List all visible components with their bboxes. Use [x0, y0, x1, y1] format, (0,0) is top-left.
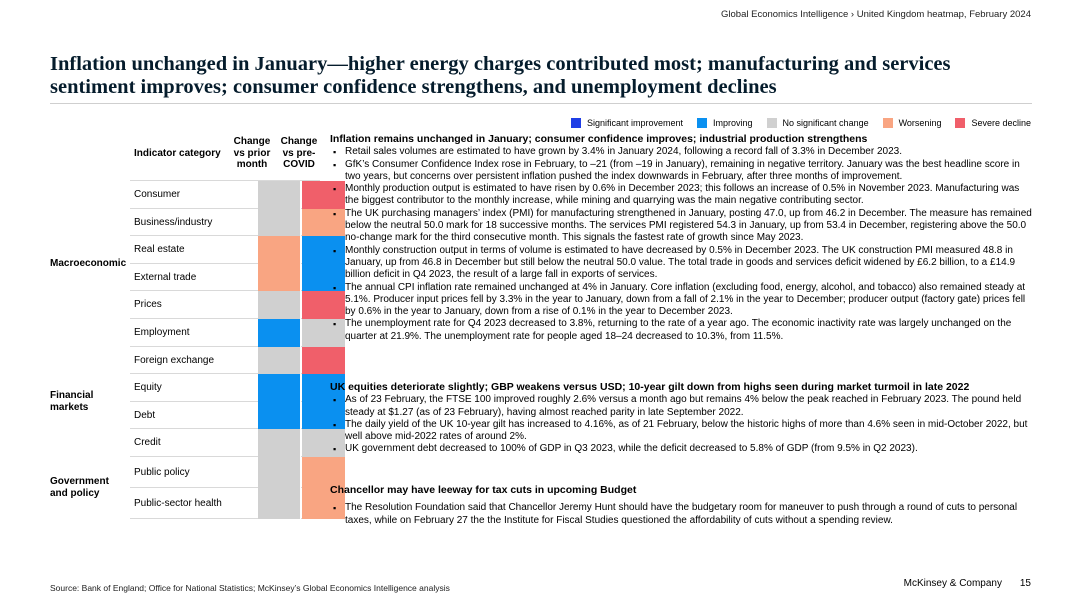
list-item: The Resolution Foundation said that Chan…: [330, 502, 1032, 527]
legend-label: Significant improvement: [586, 118, 684, 128]
commentary: Inflation remains unchanged in January; …: [330, 133, 1032, 526]
section-heading: UK equities deteriorate slightly; GBP we…: [330, 381, 970, 393]
cell-prior-month: [258, 401, 301, 430]
section-heading: Inflation remains unchanged in January; …: [330, 133, 868, 145]
cell-prior-month: [258, 346, 301, 375]
table-row: Debt: [130, 401, 346, 430]
table-row: Real estate: [130, 236, 346, 264]
cell-prior-month: [258, 208, 301, 237]
table-row: Public policy: [130, 457, 346, 488]
section-markets: UK equities deteriorate slightly; GBP we…: [330, 381, 1032, 456]
list-item: UK government debt decreased to 100% of …: [330, 443, 1032, 456]
legend-swatch: [570, 118, 581, 128]
row-label: Prices: [134, 299, 162, 311]
row-label: Employment: [134, 327, 190, 338]
group-macroeconomic: Macroeconomic: [50, 258, 127, 269]
cell-pre-covid: [302, 346, 346, 375]
section-inflation: Inflation remains unchanged in January; …: [330, 133, 1032, 343]
list-item: The unemployment rate for Q4 2023 decrea…: [330, 318, 1032, 343]
cell-prior-month: [258, 291, 301, 319]
legend-swatch: [766, 118, 777, 128]
row-label: External trade: [134, 271, 197, 283]
section-heading: Chancellor may have leeway for tax cuts …: [330, 484, 637, 496]
header-indicator-category: Indicator category: [134, 148, 221, 159]
page-number: 15: [1019, 578, 1031, 589]
row-label: Consumer: [134, 189, 181, 200]
row-label: Equity: [134, 382, 162, 394]
table-row: Public-sector health: [130, 488, 346, 519]
legend-item-improving: Improving: [697, 118, 753, 128]
source-note: Source: Bank of England; Office for Nati…: [50, 583, 450, 593]
row-label: Credit: [134, 437, 161, 449]
cell-prior-month: [258, 236, 301, 264]
legend-swatch: [955, 118, 966, 128]
legend-item-significant-improvement: Significant improvement: [570, 118, 684, 128]
section-policy: Chancellor may have leeway for tax cuts …: [330, 484, 1032, 527]
table-row: Credit: [130, 429, 346, 457]
list-item: The annual CPI inflation rate remained u…: [330, 282, 1032, 319]
cell-prior-month: [258, 374, 301, 402]
table-row: Equity: [130, 374, 346, 402]
legend-label: No significant change: [782, 118, 869, 128]
cell-prior-month: [258, 263, 301, 292]
legend-label: Severe decline: [971, 118, 1031, 128]
row-label: Debt: [134, 409, 156, 421]
header-change-pre-covid: Change vs pre-COVID: [280, 136, 318, 170]
table-top-rule: [130, 180, 320, 181]
cell-prior-month: [258, 488, 301, 519]
table-row: Employment: [130, 319, 346, 347]
group-financial-markets: Financial markets: [50, 390, 94, 413]
list-item: The daily yield of the UK 10-year gilt h…: [330, 419, 1032, 444]
list-item: GfK’s Consumer Confidence Index rose in …: [330, 159, 1032, 184]
cell-prior-month: [258, 319, 301, 347]
cell-prior-month: [258, 457, 301, 488]
legend-item-no-significant-change: No significant change: [766, 118, 869, 128]
table-row: Foreign exchange: [130, 346, 346, 375]
cell-pre-covid: [302, 457, 346, 488]
table-row: External trade: [130, 263, 346, 292]
legend-label: Worsening: [898, 118, 942, 128]
legend-swatch: [882, 118, 893, 128]
list-item: Monthly production output is estimated t…: [330, 183, 1032, 208]
bullet-list: The Resolution Foundation said that Chan…: [330, 502, 1032, 527]
header-change-prior-month: Change vs prior month: [233, 136, 271, 170]
table-row: Consumer: [130, 181, 346, 209]
page-title: Inflation unchanged in January—higher en…: [50, 53, 951, 98]
table-row: Business/industry: [130, 208, 346, 237]
list-item: As of 23 February, the FTSE 100 improved…: [330, 394, 1032, 419]
cell-prior-month: [258, 429, 301, 457]
bullet-list: As of 23 February, the FTSE 100 improved…: [330, 394, 1032, 456]
legend-label: Improving: [713, 118, 753, 128]
list-item: Retail sales volumes are estimated to ha…: [330, 146, 1032, 159]
row-label: Public policy: [134, 467, 190, 478]
list-item: Monthly construction output in terms of …: [330, 245, 1032, 282]
breadcrumb: Global Economics Intelligence › United K…: [721, 9, 1031, 20]
bullet-list: Retail sales volumes are estimated to ha…: [330, 146, 1032, 343]
cell-prior-month: [258, 181, 301, 209]
list-item: The UK purchasing managers’ index (PMI) …: [330, 208, 1032, 245]
table-row: Prices: [130, 291, 346, 319]
row-label: Foreign exchange: [134, 354, 215, 366]
row-label: Business/industry: [134, 216, 213, 228]
legend-item-worsening: Worsening: [882, 118, 942, 128]
group-government-policy: Government and policy: [50, 476, 109, 499]
row-label: Real estate: [134, 244, 185, 256]
company-name: McKinsey & Company: [903, 578, 1002, 589]
title-divider: [50, 103, 1032, 104]
legend-item-severe-decline: Severe decline: [955, 118, 1031, 128]
row-label: Public-sector health: [134, 498, 222, 509]
legend-swatch: [697, 118, 708, 128]
legend: Significant improvement Improving No sig…: [570, 118, 1031, 128]
